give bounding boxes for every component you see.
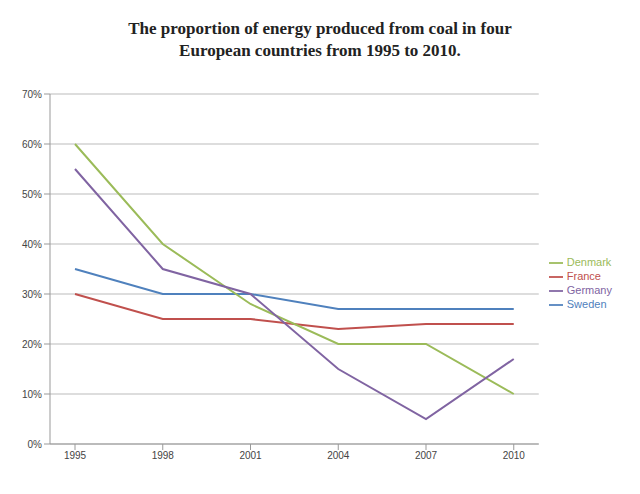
- html-text:Sweden: Sweden: [566, 298, 607, 311]
- svg-text:30%: 30%: [22, 289, 42, 300]
- svg-text:70%: 70%: [22, 89, 42, 100]
- svg-text:40%: 40%: [22, 239, 42, 250]
- svg-text:10%: 10%: [22, 389, 42, 400]
- svg-text:20%: 20%: [22, 339, 42, 350]
- html-text:France: France: [566, 269, 601, 282]
- svg-text:2007: 2007: [415, 450, 438, 461]
- svg-text:60%: 60%: [22, 139, 42, 150]
- svg-text:1998: 1998: [152, 450, 175, 461]
- svg-text:2010: 2010: [503, 450, 526, 461]
- svg-text:0%: 0%: [28, 439, 43, 450]
- html-text:Denmark: Denmark: [566, 255, 612, 268]
- svg-text:2001: 2001: [239, 450, 262, 461]
- svg-text:50%: 50%: [22, 189, 42, 200]
- html-text:Germany: Germany: [566, 284, 612, 296]
- svg-text:2004: 2004: [327, 450, 350, 461]
- svg-text:1995: 1995: [64, 450, 87, 461]
- html-text:The proportion of energy produ: The proportion of energy produced from c…: [128, 19, 512, 60]
